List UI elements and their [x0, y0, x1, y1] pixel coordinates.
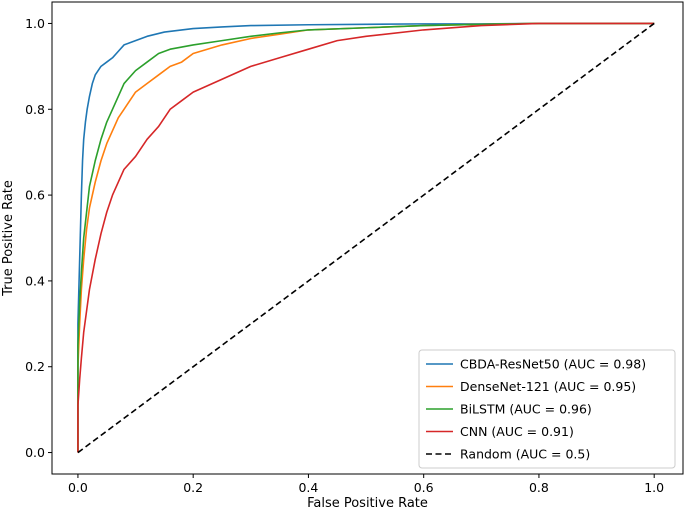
y-tick-label: 0.8 — [25, 102, 45, 117]
legend: CBDA-ResNet50 (AUC = 0.98) DenseNet-121 (… — [418, 349, 676, 469]
x-tick-label: 0.2 — [183, 480, 203, 495]
x-tick-label: 0.0 — [68, 480, 88, 495]
legend-label-random: Random (AUC = 0.5) — [460, 447, 590, 462]
axes-frame — [51, 1, 684, 475]
x-tick-label: 1.0 — [644, 480, 664, 495]
x-axis-label: False Positive Rate — [307, 496, 428, 511]
series-line-bilstm — [77, 22, 655, 453]
x-axis-ticks: 0.0 0.2 0.4 0.6 0.8 1.0 — [68, 474, 664, 495]
legend-label-cbda: CBDA-ResNet50 (AUC = 0.98) — [460, 357, 646, 372]
legend-label-bilstm: BiLSTM (AUC = 0.96) — [460, 402, 592, 417]
x-tick-label: 0.8 — [529, 480, 549, 495]
y-tick-label: 0.4 — [25, 273, 45, 288]
series-line-random — [77, 22, 655, 454]
y-axis-ticks: 0.0 0.2 0.4 0.6 0.8 1.0 — [25, 16, 52, 460]
legend-label-cnn: CNN (AUC = 0.91) — [460, 424, 574, 439]
y-tick-label: 1.0 — [25, 16, 45, 31]
series-line-cnn — [77, 22, 655, 453]
x-tick-label: 0.6 — [414, 480, 434, 495]
legend-label-densenet: DenseNet-121 (AUC = 0.95) — [460, 379, 636, 394]
y-tick-label: 0.6 — [25, 188, 45, 203]
legend-box — [418, 349, 676, 469]
plot-lines — [77, 22, 655, 454]
y-tick-label: 0.0 — [25, 445, 45, 460]
x-tick-label: 0.4 — [298, 480, 318, 495]
y-tick-label: 0.2 — [25, 359, 45, 374]
series-line-cbda — [77, 22, 655, 453]
y-axis-label: True Positive Rate — [1, 180, 16, 297]
